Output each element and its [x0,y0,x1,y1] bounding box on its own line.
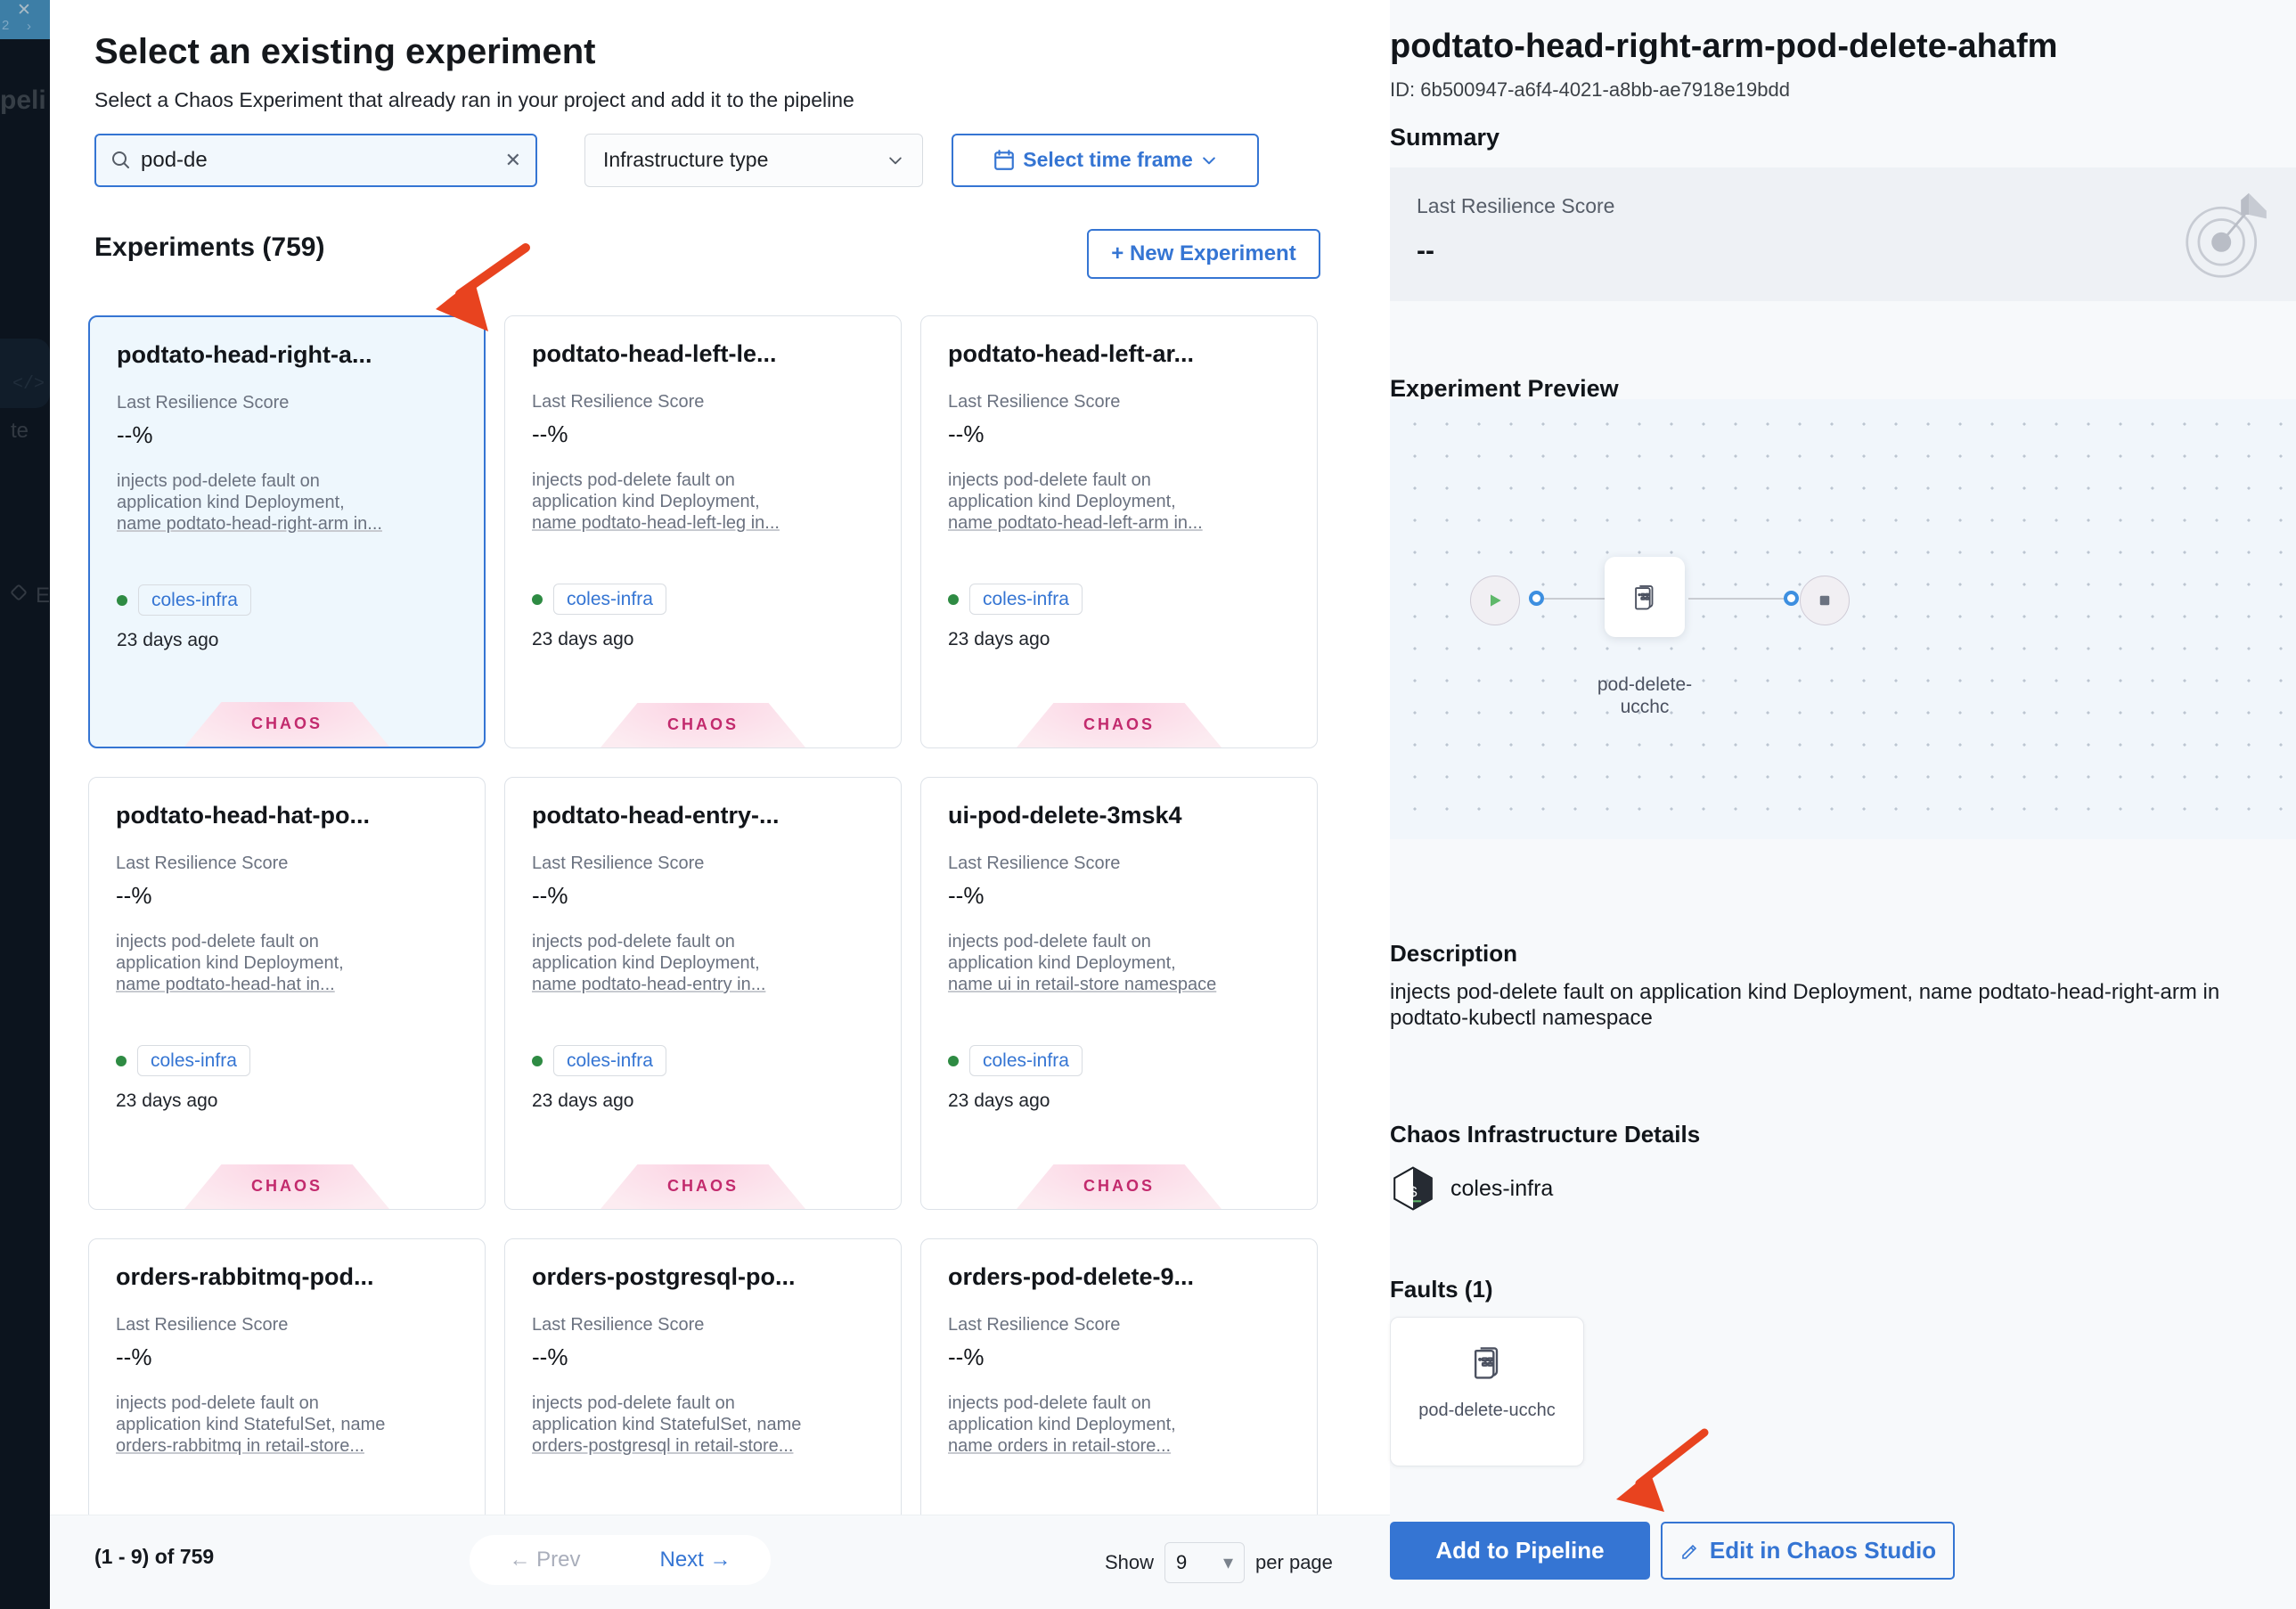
svg-text:$: $ [1409,1185,1418,1202]
